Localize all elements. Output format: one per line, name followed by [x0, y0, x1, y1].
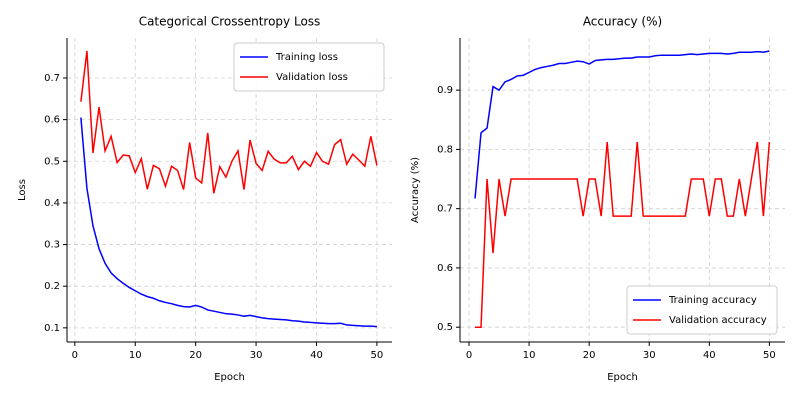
- x-tick-label: 50: [763, 350, 776, 361]
- y-tick-label: 0.6: [44, 115, 60, 126]
- chart-title: Accuracy (%): [583, 15, 662, 29]
- legend-label: Training loss: [275, 52, 338, 63]
- y-axis-label: Loss: [17, 179, 28, 201]
- data-line: [80, 50, 378, 194]
- y-tick-label: 0.4: [44, 198, 60, 209]
- x-tick-label: 40: [703, 350, 716, 361]
- legend-box: [626, 285, 778, 335]
- data-line: [474, 50, 770, 199]
- x-tick-label: 30: [643, 350, 656, 361]
- y-axis-label: Accuracy (%): [410, 157, 421, 223]
- x-tick-label: 10: [129, 350, 142, 361]
- x-tick-label: 20: [583, 350, 596, 361]
- x-tick-label: 30: [250, 350, 263, 361]
- x-tick-label: 40: [310, 350, 323, 361]
- x-tick-label: 10: [523, 350, 536, 361]
- y-tick-label: 0.1: [44, 323, 60, 334]
- legend-label: Validation loss: [276, 72, 348, 83]
- x-tick-label: 20: [189, 350, 202, 361]
- x-tick-label: 50: [371, 350, 384, 361]
- legend-label: Validation accuracy: [669, 315, 767, 326]
- chart-title: Categorical Crossentropy Loss: [139, 15, 321, 29]
- y-tick-label: 0.7: [44, 73, 60, 84]
- axes: 0 10 20 30 40 50 0.5 0.6 0.7 0.8 0.9 Accuracy (%) Ep…: [410, 15, 785, 383]
- data-line: [475, 141, 771, 328]
- x-tick-label: 0: [72, 350, 78, 361]
- y-tick-label: 0.3: [44, 240, 60, 251]
- x-tick-label: 0: [466, 350, 472, 361]
- y-tick-label: 0.5: [437, 322, 453, 333]
- y-tick-label: 0.9: [437, 85, 453, 96]
- y-tick-label: 0.6: [437, 263, 453, 274]
- axes: 0 10 20 30 40 50 0.1 0.2 0.3 0.4 0.5 0.6 0.7 Categori…: [17, 15, 392, 383]
- x-axis-label: Epoch: [214, 372, 245, 383]
- legend-box: [233, 42, 385, 92]
- y-tick-label: 0.7: [437, 204, 453, 215]
- y-tick-label: 0.2: [44, 281, 60, 292]
- data-line: [80, 117, 377, 328]
- y-tick-label: 0.5: [44, 156, 60, 167]
- legend-label: Training accuracy: [668, 295, 757, 306]
- y-tick-label: 0.8: [437, 144, 453, 155]
- x-axis-label: Epoch: [607, 372, 638, 383]
